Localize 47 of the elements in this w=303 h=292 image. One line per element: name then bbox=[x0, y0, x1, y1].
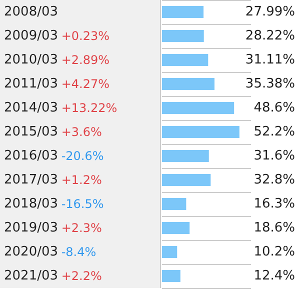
text: +1.2% bbox=[61, 173, 102, 187]
text: +3.6% bbox=[61, 125, 102, 139]
bar bbox=[162, 270, 180, 282]
text: +0.23% bbox=[61, 29, 110, 43]
y-tick-label: 2016/03 bbox=[4, 148, 58, 164]
bar bbox=[162, 198, 186, 210]
data-label: 48.6% bbox=[254, 100, 295, 116]
text: +2.3% bbox=[61, 221, 102, 235]
text: -16.5% bbox=[61, 197, 104, 211]
y-tick-label: 2008/03 bbox=[4, 4, 58, 20]
y-tick-label: 2009/03 bbox=[4, 28, 58, 44]
y-tick-label: 2020/03 bbox=[4, 244, 58, 260]
bar bbox=[162, 102, 234, 114]
bar bbox=[162, 246, 178, 258]
bar bbox=[162, 150, 209, 162]
data-label: 16.3% bbox=[254, 196, 295, 212]
bar bbox=[162, 54, 208, 66]
bar bbox=[162, 6, 204, 18]
text: +4.27% bbox=[61, 77, 110, 91]
data-label: 35.38% bbox=[245, 76, 295, 92]
data-label: 18.6% bbox=[254, 220, 295, 236]
bar bbox=[162, 126, 240, 138]
bar bbox=[162, 78, 214, 90]
y-tick-label: 2019/03 bbox=[4, 220, 58, 236]
data-label: 31.11% bbox=[245, 52, 295, 68]
y-tick-label: 2017/03 bbox=[4, 172, 58, 188]
text: -20.6% bbox=[61, 149, 104, 163]
data-label: 52.2% bbox=[254, 124, 295, 140]
bar bbox=[162, 174, 211, 186]
text: +13.22% bbox=[61, 101, 118, 115]
data-label: 32.8% bbox=[254, 172, 295, 188]
bar bbox=[162, 30, 204, 42]
y-tick-label: 2010/03 bbox=[4, 52, 58, 68]
data-label: 27.99% bbox=[245, 4, 295, 20]
y-tick-label: 2011/03 bbox=[4, 76, 58, 92]
data-label: 10.2% bbox=[254, 244, 295, 260]
data-label: 31.6% bbox=[254, 148, 295, 164]
y-tick-label: 2014/03 bbox=[4, 100, 58, 116]
text: +2.89% bbox=[61, 53, 110, 67]
data-label: 28.22% bbox=[245, 28, 295, 44]
text: +2.2% bbox=[61, 269, 102, 283]
y-tick-label: 2021/03 bbox=[4, 268, 58, 284]
bar bbox=[162, 222, 190, 234]
y-tick-label: 2018/03 bbox=[4, 196, 58, 212]
text: -8.4% bbox=[61, 245, 96, 259]
data-label: 12.4% bbox=[254, 268, 295, 284]
y-tick-label: 2015/03 bbox=[4, 124, 58, 140]
